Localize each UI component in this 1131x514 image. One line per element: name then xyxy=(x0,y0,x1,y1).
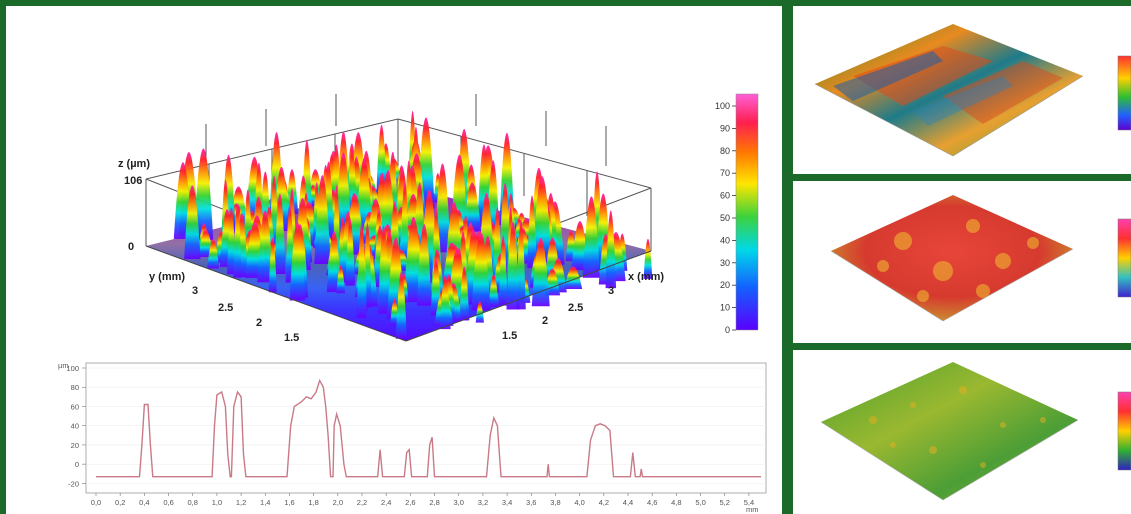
profile-x-tick-label: 3,8 xyxy=(550,498,560,507)
colorbar-tick-label: 90 xyxy=(720,123,730,133)
x-tick: 1.5 xyxy=(502,330,517,342)
surface-terrain xyxy=(146,110,653,341)
thumbnail-surface-1-plot xyxy=(814,24,1131,157)
profile-x-tick-label: 1,6 xyxy=(284,498,294,507)
profile-x-tick-label: 0,6 xyxy=(163,498,173,507)
y-tick: 2 xyxy=(256,317,262,329)
profile-x-tick-label: 0,4 xyxy=(139,498,149,507)
profile-x-tick-label: 0,8 xyxy=(188,498,198,507)
y-tick: 1.5 xyxy=(284,332,299,344)
z-axis-label: z (µm) xyxy=(118,158,150,170)
profile-y-unit: µm xyxy=(58,361,69,370)
surface-3d-plot: z (µm) 106 0 y (mm) x (mm) 3 2.5 2 1.5 3… xyxy=(58,93,767,514)
x-axis-label: x (mm) xyxy=(628,271,664,283)
profile-x-tick-label: 3,2 xyxy=(478,498,488,507)
main-surface-panel: z (µm) 106 0 y (mm) x (mm) 3 2.5 2 1.5 3… xyxy=(6,6,782,514)
colorbar-tick-label: 20 xyxy=(720,280,730,290)
surface-box-front xyxy=(145,245,652,342)
profile-plot-area xyxy=(85,362,767,494)
profile-x-tick-label: 4,0 xyxy=(574,498,584,507)
profile-y-tick-label: 80 xyxy=(71,383,79,392)
thumbnail-surface-3[interactable] xyxy=(793,350,1131,514)
profile-x-tick-label: 1,4 xyxy=(260,498,270,507)
colorbar-tick-label: 10 xyxy=(720,303,730,313)
profile-x-tick-label: 3,4 xyxy=(502,498,512,507)
profile-x-tick-label: 4,6 xyxy=(647,498,657,507)
profile-series-line xyxy=(96,378,761,478)
thumbnail-terrain xyxy=(831,195,1073,321)
y-axis-label: y (mm) xyxy=(149,271,185,283)
profile-x-tick-label: 4,4 xyxy=(623,498,633,507)
profile-x-tick-label: 1,0 xyxy=(212,498,222,507)
colorbar-tick-label: 60 xyxy=(720,191,730,201)
colorbar-tick-label: 0 xyxy=(725,325,730,335)
colorbar-tick-label: 80 xyxy=(720,146,730,156)
profile-x-tick-label: 5,0 xyxy=(695,498,705,507)
profile-x-tick-label: 2,8 xyxy=(429,498,439,507)
x-tick: 2 xyxy=(542,315,548,327)
profile-x-tick-label: 3,0 xyxy=(454,498,464,507)
thumbnail-colorbar xyxy=(1117,391,1131,471)
profile-x-tick-label: 2,0 xyxy=(333,498,343,507)
colorbar-tick-label: 70 xyxy=(720,168,730,178)
z-min-label: 0 xyxy=(128,241,134,253)
colorbar-gradient xyxy=(735,93,759,331)
thumbnail-surface-2[interactable] xyxy=(793,181,1131,343)
x-tick: 3 xyxy=(608,285,614,297)
colorbar-tick-label: 100 xyxy=(715,101,730,111)
thumbnail-surface-2-plot xyxy=(830,195,1131,322)
z-max-label: 106 xyxy=(124,175,142,187)
y-tick: 3 xyxy=(192,285,198,297)
profile-chart: µm 100 80 60 40 20 0 -20 0,0 0,2 0,4 0,6 0,8 1,0 1,2… xyxy=(58,361,767,514)
profile-y-tick-label: 40 xyxy=(71,422,79,431)
thumbnail-colorbar xyxy=(1117,218,1131,298)
profile-y-tick-label: 20 xyxy=(71,441,79,450)
profile-x-tick-label: 4,8 xyxy=(671,498,681,507)
profile-x-tick-label: 5,2 xyxy=(720,498,730,507)
thumbnail-surface-1[interactable] xyxy=(793,6,1131,174)
profile-x-tick-label: 3,6 xyxy=(526,498,536,507)
profile-x-tick-label: 0,2 xyxy=(115,498,125,507)
profile-x-unit: mm xyxy=(746,505,759,514)
profile-x-tick-label: 2,6 xyxy=(405,498,415,507)
profile-x-tick-label: 1,2 xyxy=(236,498,246,507)
thumbnail-colorbar xyxy=(1117,55,1131,131)
colorbar-tick-label: 50 xyxy=(720,213,730,223)
profile-x-tick-label: 1,8 xyxy=(308,498,318,507)
thumbnail-surface-3-plot xyxy=(820,362,1131,501)
profile-x-tick-label: 2,4 xyxy=(381,498,391,507)
profile-y-tick-label: 60 xyxy=(71,402,79,411)
colorbar-tick-label: 30 xyxy=(720,258,730,268)
x-tick: 2.5 xyxy=(568,302,583,314)
profile-x-tick-label: 2,2 xyxy=(357,498,367,507)
profile-x-tick-label: 5,4 xyxy=(744,498,754,507)
profile-y-tick-label: 0 xyxy=(75,460,79,469)
profile-y-tick-label: 100 xyxy=(66,364,79,373)
profile-x-tick-label: 0,0 xyxy=(91,498,101,507)
colorbar-tick-label: 40 xyxy=(720,235,730,245)
y-tick: 2.5 xyxy=(218,302,233,314)
thumbnail-terrain xyxy=(821,362,1078,500)
thumbnail-terrain xyxy=(815,24,1083,156)
profile-x-tick-label: 4,2 xyxy=(599,498,609,507)
profile-y-tick-label: -20 xyxy=(68,479,79,488)
